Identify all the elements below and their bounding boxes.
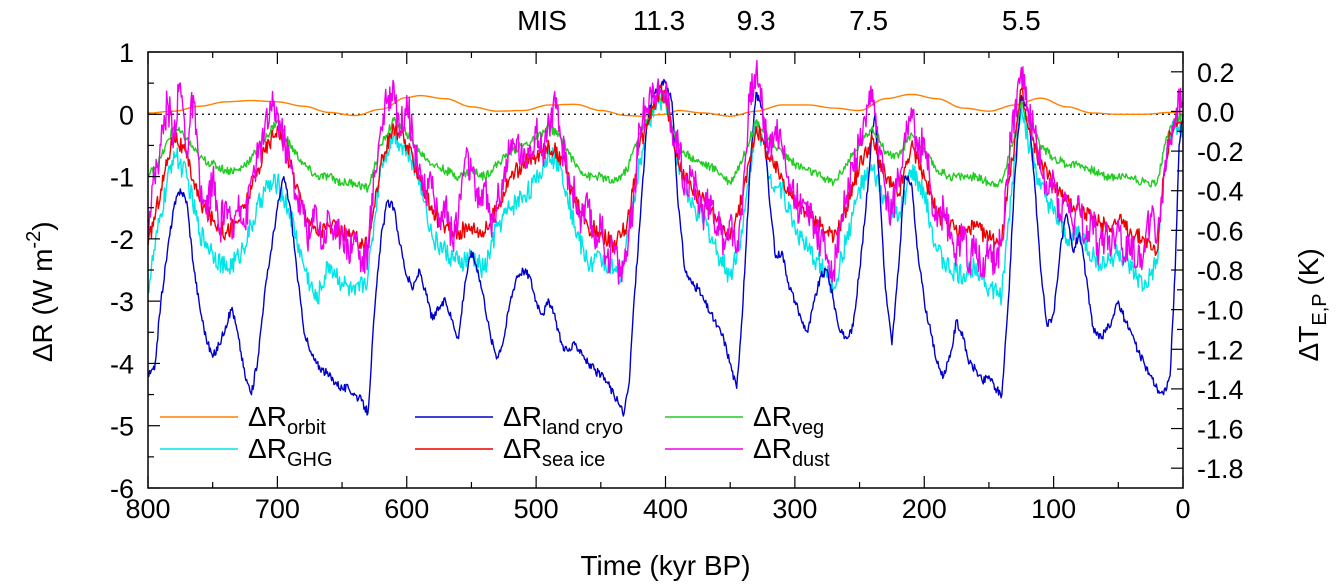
series-line-dust bbox=[147, 59, 1184, 285]
y-left-tick-label: -5 bbox=[110, 412, 134, 442]
series-line-GHG bbox=[147, 89, 1184, 306]
y-left-tick-label: -3 bbox=[110, 287, 134, 317]
tick-label-layer: 800 700 600 500 400 300 200 100 0 1 0 -1 -2 -3 -4 -5 -6 0… bbox=[110, 38, 1244, 524]
x-tick-label: 600 bbox=[384, 494, 429, 524]
x-tick-label: 400 bbox=[643, 494, 688, 524]
x-tick-label: 100 bbox=[1031, 494, 1076, 524]
y-right-tick-label: -1.8 bbox=[1197, 454, 1244, 484]
legend-label-GHG: ΔRGHG bbox=[248, 433, 333, 471]
y-axis-left-title: ΔR (W m-2) bbox=[23, 221, 58, 362]
mis-stage-label: 11.3 bbox=[633, 5, 685, 36]
y-right-tick-label: -0.2 bbox=[1197, 137, 1244, 167]
legend-label-sea-ice: ΔRsea ice bbox=[503, 433, 605, 471]
mis-stage-label: 9.3 bbox=[737, 5, 776, 36]
series-layer bbox=[147, 59, 1184, 417]
tick-layer bbox=[147, 51, 1184, 489]
x-tick-label: 0 bbox=[1175, 494, 1190, 524]
x-tick-label: 300 bbox=[772, 494, 817, 524]
x-tick-label: 800 bbox=[125, 494, 170, 524]
y-right-tick-label: 0.2 bbox=[1197, 58, 1235, 88]
y-right-tick-label: -1.0 bbox=[1197, 296, 1244, 326]
legend: ΔRorbit ΔRland cryo ΔRveg ΔRGHG ΔRsea ice ΔRd… bbox=[160, 401, 830, 471]
y-left-tick-label: -6 bbox=[110, 474, 134, 504]
legend-label-orbit: ΔRorbit bbox=[248, 401, 326, 439]
y-left-tick-label: 0 bbox=[119, 100, 134, 130]
mis-stage-label: 5.5 bbox=[1002, 5, 1041, 36]
legend-label-veg: ΔRveg bbox=[753, 401, 824, 439]
mis-stage-label: 7.5 bbox=[849, 5, 888, 36]
x-tick-label: 200 bbox=[902, 494, 947, 524]
y-right-tick-label: -0.4 bbox=[1197, 177, 1244, 207]
x-tick-label: 500 bbox=[514, 494, 559, 524]
x-axis-title: Time (kyr BP) bbox=[580, 550, 750, 581]
legend-label-dust: ΔRdust bbox=[753, 433, 830, 471]
y-left-tick-label: -4 bbox=[110, 349, 134, 379]
y-right-tick-label: -1.4 bbox=[1197, 375, 1244, 405]
y-left-tick-label: -2 bbox=[110, 225, 134, 255]
y-right-tick-label: -0.6 bbox=[1197, 216, 1244, 246]
mis-labels: MIS 11.3 9.3 7.5 5.5 bbox=[517, 5, 1041, 36]
y-right-tick-label: -1.2 bbox=[1197, 335, 1244, 365]
y-right-tick-label: 0.0 bbox=[1197, 97, 1235, 127]
y-right-tick-label: -1.6 bbox=[1197, 415, 1244, 445]
legend-label-land-cryo: ΔRland cryo bbox=[503, 401, 623, 439]
x-tick-label: 700 bbox=[255, 494, 300, 524]
y-right-tick-label: -0.8 bbox=[1197, 256, 1244, 286]
series-line-land-cryo bbox=[147, 78, 1184, 417]
y-left-tick-label: 1 bbox=[119, 38, 134, 68]
mis-title: MIS bbox=[517, 5, 567, 36]
y-axis-right-title: ΔTE,P (K) bbox=[1293, 248, 1331, 361]
y-left-tick-label: -1 bbox=[110, 163, 134, 193]
